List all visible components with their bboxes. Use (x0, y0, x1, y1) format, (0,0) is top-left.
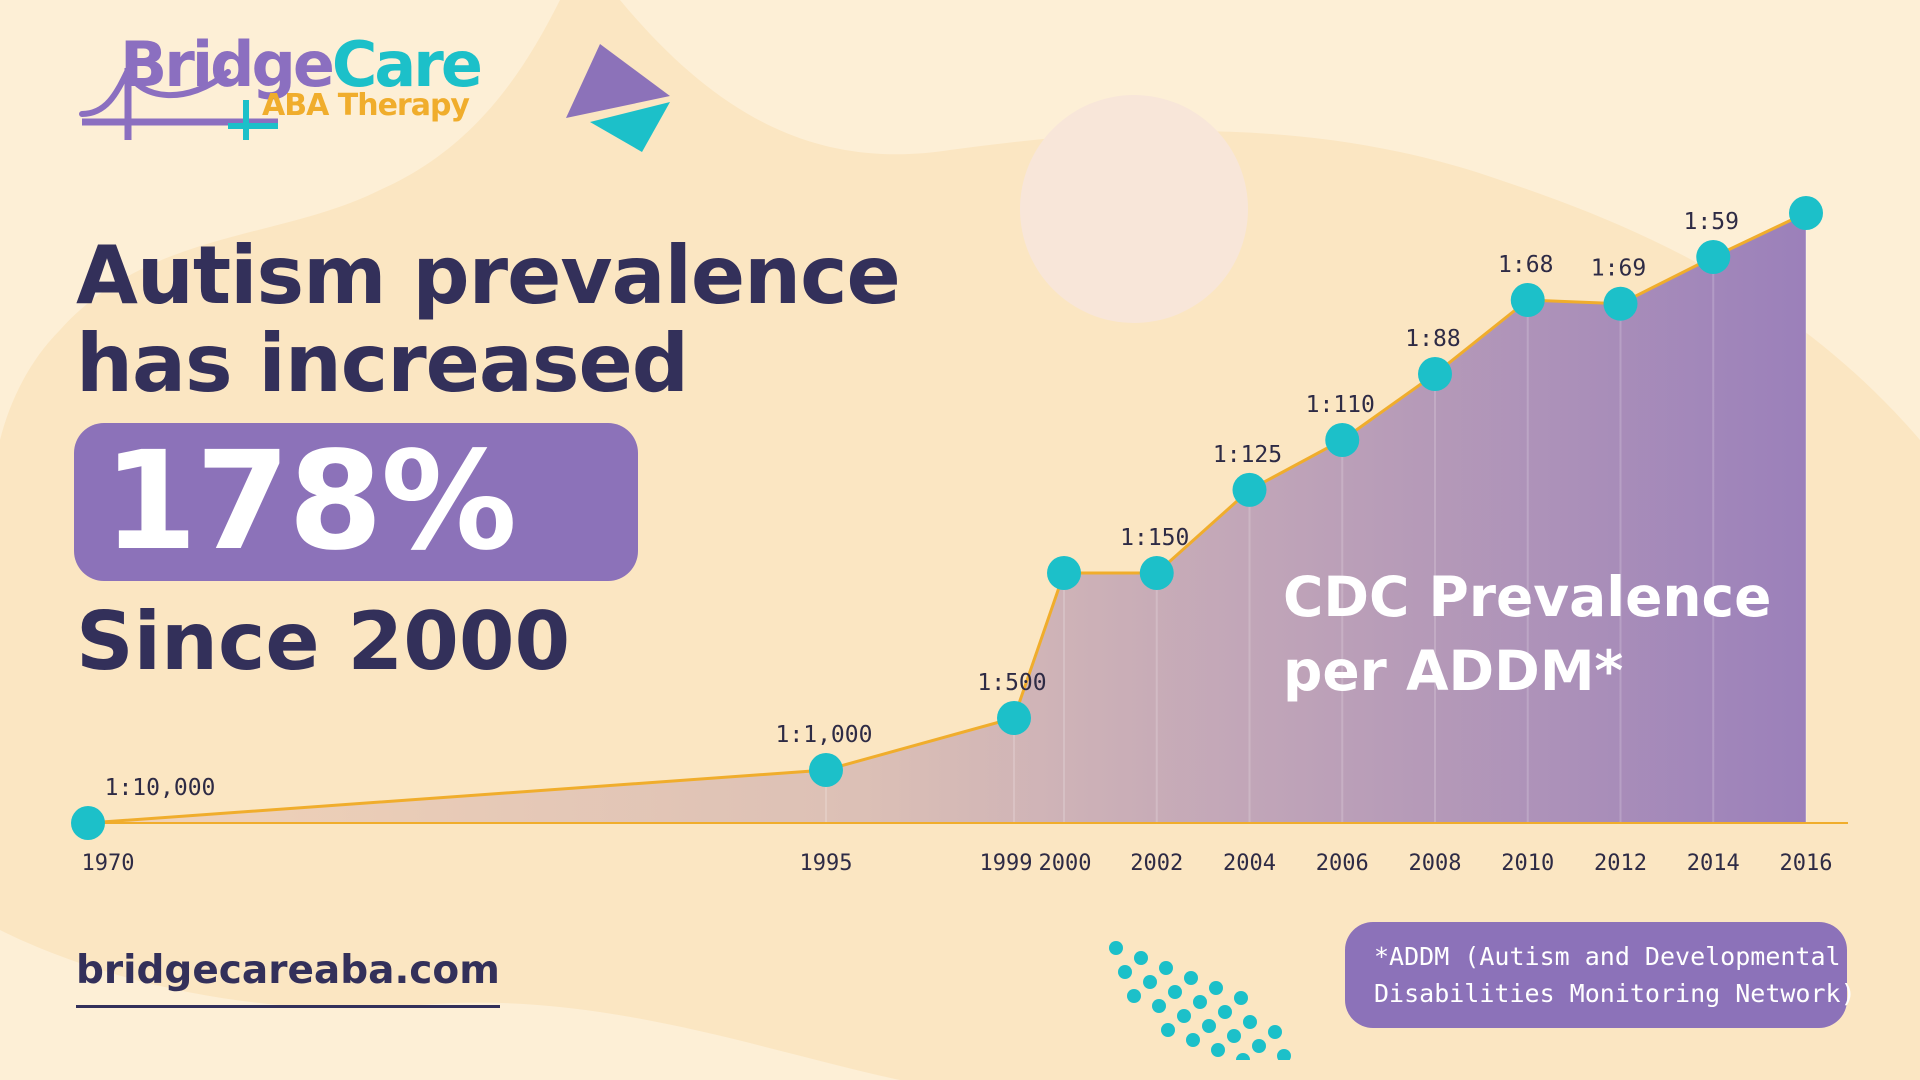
brand-logo: BridgeCare ABA Therapy (78, 28, 483, 150)
chart-area (88, 213, 1806, 823)
data-point-1970 (71, 806, 105, 840)
x-tick-2014: 2014 (1687, 851, 1740, 876)
value-label-2004: 1:125 (1213, 442, 1282, 468)
headline-line2: has increased (76, 317, 689, 410)
decorative-dot (1236, 1053, 1250, 1060)
x-tick-2016: 2016 (1780, 851, 1833, 876)
value-label-2002: 1:150 (1120, 525, 1189, 551)
x-tick-1999: 1999 (980, 851, 1033, 876)
headline-line1: Autism prevalence (76, 229, 901, 322)
brand-subtitle: ABA Therapy (262, 88, 470, 123)
headline: Autism prevalence has increased (76, 232, 956, 408)
decorative-dot (1109, 941, 1123, 955)
value-label-2014: 1:59 (1684, 209, 1739, 235)
value-label-2012: 1:69 (1591, 256, 1646, 282)
x-tick-1970: 1970 (82, 851, 135, 876)
footnote-line1: *ADDM (Autism and Developmental (1374, 942, 1841, 971)
x-tick-2000: 2000 (1039, 851, 1092, 876)
decorative-dot (1209, 981, 1223, 995)
data-point-2000 (1047, 556, 1081, 590)
decorative-dot (1184, 971, 1198, 985)
decorative-dot (1152, 999, 1166, 1013)
since-text: Since 2000 (76, 595, 571, 688)
value-label-1999: 1:500 (977, 670, 1046, 696)
decorative-dot (1234, 991, 1248, 1005)
decorative-dot (1168, 985, 1182, 999)
data-point-2006 (1325, 423, 1360, 457)
brand-name-part2: Care (331, 28, 483, 101)
decorative-dot (1227, 1029, 1241, 1043)
decorative-dot (1161, 1023, 1175, 1037)
x-tick-2008: 2008 (1409, 851, 1462, 876)
chart-overlay-line1: CDC Prevalence (1283, 565, 1772, 629)
value-label-1995: 1:1,000 (776, 722, 873, 748)
decorative-dot (1277, 1049, 1291, 1060)
value-labels: 1:10,000 1:1,000 1:500 1:150 1:125 1:110 1:88 1… (105, 209, 1739, 801)
decorative-dot (1159, 961, 1173, 975)
value-label-2010: 1:68 (1498, 252, 1553, 278)
stat-value: 178% (102, 423, 517, 581)
decorative-dot (1193, 995, 1207, 1009)
footnote-box: *ADDM (Autism and Developmental Disabili… (1345, 922, 1856, 1028)
decorative-dot (1127, 989, 1141, 1003)
data-point-1995 (809, 753, 843, 787)
x-tick-2012: 2012 (1594, 851, 1647, 876)
decorative-circle (1020, 95, 1248, 323)
decorative-dot (1268, 1025, 1282, 1039)
x-tick-1995: 1995 (800, 851, 853, 876)
chart-overlay-line2: per ADDM* (1283, 639, 1624, 703)
chart-overlay-label: CDC Prevalence per ADDM* (1283, 560, 1843, 708)
series-line (87, 211, 1807, 825)
brand-name: BridgeCare (120, 28, 483, 101)
decorative-dot (1202, 1019, 1216, 1033)
decorative-dot (1177, 1009, 1191, 1023)
website-link[interactable]: bridgecareaba.com (76, 948, 500, 1008)
x-tick-2002: 2002 (1130, 851, 1183, 876)
data-points (71, 196, 1823, 840)
decorative-dot (1243, 1015, 1257, 1029)
data-point-2008 (1418, 357, 1452, 391)
stat-box: 178% (74, 423, 638, 581)
data-point-2014 (1696, 240, 1731, 274)
data-point-2002 (1139, 556, 1174, 590)
value-label-2006: 1:110 (1306, 392, 1375, 418)
data-point-2016 (1789, 196, 1823, 230)
decorative-dot (1218, 1005, 1232, 1019)
decorative-dot (1143, 975, 1157, 989)
data-point-2012 (1603, 286, 1638, 321)
decorative-dot (1134, 951, 1148, 965)
decorative-dot (1186, 1033, 1200, 1047)
x-tick-2010: 2010 (1501, 851, 1554, 876)
data-point-2010 (1510, 283, 1545, 317)
x-tick-2006: 2006 (1316, 851, 1369, 876)
decorative-dot (1252, 1039, 1266, 1053)
data-point-2004 (1232, 472, 1267, 507)
chart-stripes (825, 213, 1807, 823)
value-label-2008: 1:88 (1405, 326, 1460, 352)
value-label-1970: 1:10,000 (105, 775, 216, 801)
bridge-icon (79, 62, 278, 140)
footnote-line2: Disabilities Monitoring Network) (1374, 979, 1856, 1008)
x-tick-labels: 1970 1995 1999 2000 2002 2004 2006 2008 2010 2012… (82, 851, 1833, 876)
decorative-dot (1211, 1043, 1225, 1057)
paper-plane-icon (566, 44, 670, 152)
brand-name-part1: Bridge (120, 28, 335, 101)
decorative-dots (1109, 941, 1291, 1060)
x-tick-2004: 2004 (1223, 851, 1276, 876)
decorative-dot (1118, 965, 1132, 979)
data-point-1999 (997, 701, 1031, 735)
